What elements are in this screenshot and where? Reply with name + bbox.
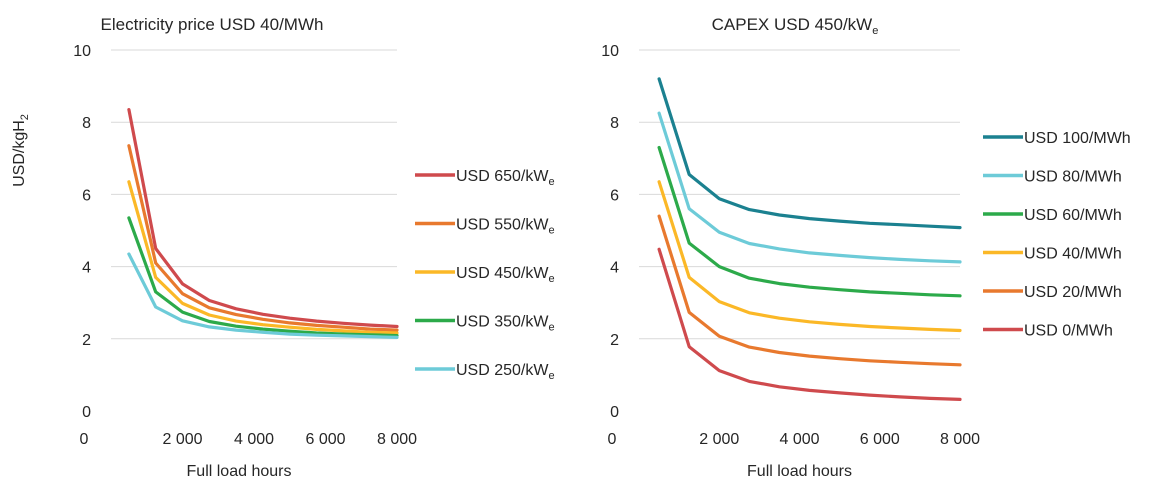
y-tick-label: 0 — [82, 404, 91, 421]
legend-label: USD 80/MWh — [1024, 169, 1122, 186]
y-tick-label: 0 — [610, 404, 619, 421]
x-tick-label: 0 — [608, 431, 617, 448]
y-tick-label: 10 — [73, 43, 91, 60]
y-tick-label: 10 — [601, 43, 619, 60]
legend-label: USD 550/kWe — [456, 217, 555, 237]
y-tick-label: 4 — [82, 260, 91, 277]
series-line-2 — [127, 144, 399, 332]
series-line-3 — [127, 180, 399, 335]
legend-label: USD 650/kWe — [456, 168, 555, 188]
chart-panel-2: 0 2 4 6 8 10 0 2 000 4 000 6 000 8 000 CAPEX USD 45… — [601, 15, 1131, 480]
series-line-6 — [657, 247, 962, 401]
x-tick-label: 8 000 — [377, 431, 417, 448]
series-line-1 — [657, 77, 962, 230]
series-line-5 — [657, 214, 962, 367]
x-tick-label: 2 000 — [162, 431, 202, 448]
y-axis-label: USD/kgH2 — [11, 114, 31, 187]
series-line-1 — [127, 107, 399, 329]
legend-label: USD 0/MWh — [1024, 323, 1113, 340]
y-tick-label: 6 — [610, 187, 619, 204]
legend-label: USD 350/kWe — [456, 314, 555, 334]
chart-title: CAPEX USD 450/kWe — [712, 15, 879, 37]
legend-label: USD 20/MWh — [1024, 284, 1122, 301]
legend-label: USD 40/MWh — [1024, 246, 1122, 263]
y-tick-label: 2 — [610, 332, 619, 349]
x-tick-label: 8 000 — [940, 431, 980, 448]
x-tick-label: 2 000 — [699, 431, 739, 448]
series-line-4 — [657, 180, 962, 333]
x-tick-label: 4 000 — [234, 431, 274, 448]
y-tick-label: 4 — [610, 260, 619, 277]
x-tick-label: 0 — [80, 431, 89, 448]
series-line-3 — [657, 145, 962, 298]
legend-label: USD 450/kWe — [456, 265, 555, 285]
y-tick-label: 6 — [82, 187, 91, 204]
legend-label: USD 60/MWh — [1024, 207, 1122, 224]
series-line-4 — [127, 216, 399, 338]
x-axis-label: Full load hours — [747, 463, 852, 480]
series-line-2 — [657, 111, 962, 264]
y-tick-label: 2 — [82, 332, 91, 349]
y-tick-label: 8 — [610, 115, 619, 132]
y-tick-label: 8 — [82, 115, 91, 132]
legend-label: USD 100/MWh — [1024, 130, 1131, 147]
x-tick-label: 4 000 — [779, 431, 819, 448]
series-line-5 — [127, 252, 399, 339]
legend-label: USD 250/kWe — [456, 362, 555, 382]
chart-title: Electricity price USD 40/MWh — [101, 15, 324, 34]
x-tick-label: 6 000 — [860, 431, 900, 448]
x-tick-label: 6 000 — [305, 431, 345, 448]
chart-panel-1: 0 2 4 6 8 10 0 2 000 4 000 6 000 8 000 Electricity … — [11, 15, 555, 480]
x-axis-label: Full load hours — [187, 463, 292, 480]
